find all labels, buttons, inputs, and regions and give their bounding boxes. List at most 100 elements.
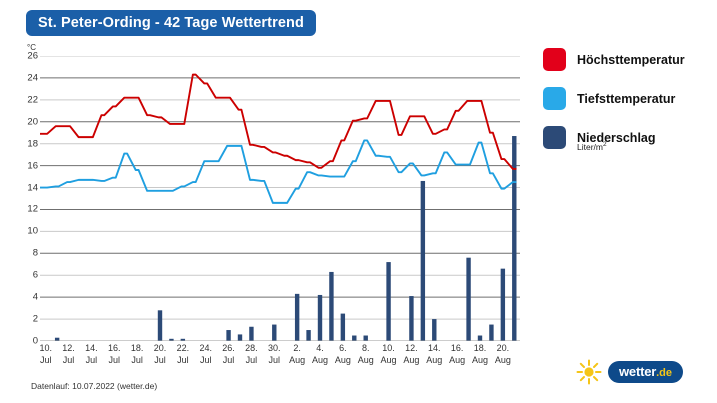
precipitation-bar — [226, 330, 231, 341]
x-tick-month: Jul — [199, 354, 212, 365]
y-axis: 0 2 4 6 8 10 12 14 16 18 20 22 24 26 — [12, 51, 38, 347]
x-axis-tick-label: 10. Aug — [372, 343, 406, 366]
legend-unit-text: Liter/m — [577, 141, 603, 152]
y-axis-tick-label: 10 — [27, 225, 38, 237]
precipitation-bar — [432, 319, 437, 341]
x-axis-tick-label: 18. Aug — [463, 343, 497, 366]
x-tick-day: 20. — [496, 343, 510, 353]
legend-item-label: Höchsttemperatur — [577, 52, 685, 67]
legend-item-label: Tiefsttemperatur — [577, 91, 676, 106]
precipitation-bar — [386, 262, 391, 341]
precipitation-bar — [54, 337, 60, 341]
x-axis-tick-label: 6. Aug — [326, 343, 360, 366]
x-tick-day: 12. — [62, 343, 75, 353]
x-axis-tick-label: 14. Jul — [74, 343, 108, 366]
x-tick-day: 26. — [222, 343, 235, 353]
temperature-line-min — [40, 139, 517, 204]
x-tick-day: 18. — [130, 343, 144, 353]
precipitation-bar — [249, 326, 254, 341]
y-axis-tick-label: 22 — [27, 94, 38, 106]
legend-item-label: Niederschlag — [577, 130, 656, 145]
x-axis-tick-label: 16. Aug — [440, 343, 474, 366]
y-axis-tick-label: 20 — [27, 116, 38, 128]
x-tick-month: Aug — [311, 354, 328, 365]
x-tick-month: Jul — [222, 354, 235, 365]
x-tick-month: Jul — [85, 354, 98, 365]
y-axis-tick-label: 6 — [32, 269, 38, 281]
plot-area — [40, 56, 520, 341]
y-axis-tick-label: 18 — [27, 138, 38, 150]
darkblue-square-swatch — [543, 126, 566, 149]
x-tick-day: 14. — [428, 343, 441, 353]
x-tick-day: 20. — [153, 343, 167, 353]
legend-unit-exponent: 2 — [602, 141, 607, 148]
x-tick-month: Jul — [108, 354, 121, 365]
y-axis-tick-label: 26 — [27, 50, 38, 62]
precipitation-bar — [340, 313, 346, 341]
x-tick-day: 10. — [382, 343, 395, 353]
y-axis-tick-label: 14 — [27, 182, 38, 194]
precipitation-bar — [294, 293, 300, 341]
red-square-swatch — [543, 48, 566, 71]
x-tick-month: Jul — [39, 354, 52, 365]
x-tick-month: Aug — [426, 354, 443, 365]
x-tick-month: Aug — [471, 354, 488, 365]
x-tick-month: Jul — [154, 354, 166, 365]
precipitation-bar — [466, 257, 471, 341]
logo-brand-name: wetter — [619, 364, 657, 379]
temperature-line-max — [40, 73, 517, 170]
precipitation-bar — [329, 271, 334, 341]
precipitation-bar — [500, 268, 506, 341]
x-tick-day: 16. — [108, 343, 121, 353]
x-axis-tick-label: 4. Aug — [303, 343, 337, 366]
precipitation-bar — [363, 335, 368, 341]
x-tick-month: Jul — [62, 354, 75, 365]
x-tick-month: Aug — [289, 354, 306, 365]
x-tick-month: Aug — [449, 354, 466, 365]
precipitation-bar — [317, 294, 323, 341]
precipitation-bar — [352, 335, 357, 341]
y-axis-tick-label: 8 — [32, 247, 38, 259]
legend-item-tiefsttemperatur: Tiefsttemperatur — [543, 87, 713, 110]
x-tick-day: 8. — [361, 343, 370, 353]
x-axis-tick-label: 22. Jul — [166, 343, 200, 366]
precipitation-bar — [180, 338, 186, 341]
precipitation-bar — [237, 334, 243, 341]
x-axis-tick-label: 8. Aug — [349, 343, 383, 366]
x-tick-month: Jul — [245, 354, 258, 365]
x-axis-tick-label: 30. Jul — [257, 343, 291, 366]
data-run-note: Datenlauf: 10.07.2022 (wetter.de) — [31, 381, 158, 391]
precipitation-bar — [489, 324, 494, 341]
precipitation-bar — [477, 335, 483, 341]
x-tick-day: 30. — [268, 343, 281, 353]
precipitation-bar — [157, 310, 163, 341]
x-tick-month: Aug — [334, 354, 351, 365]
precipitation-bar — [512, 136, 517, 341]
lightblue-square-swatch — [543, 87, 566, 110]
legend-item-niederschlag: Niederschlag — [543, 126, 713, 149]
chart-legend: Höchsttemperatur Tiefsttemperatur Nieder… — [543, 48, 713, 152]
x-tick-day: 6. — [339, 343, 347, 353]
y-axis-tick-label: 4 — [32, 291, 38, 303]
x-tick-month: Jul — [268, 354, 281, 365]
precipitation-bar — [409, 296, 414, 341]
x-axis-tick-label: 26. Jul — [212, 343, 246, 366]
x-axis-tick-label: 14. Aug — [417, 343, 451, 366]
x-axis-tick-label: 18. Jul — [120, 343, 154, 366]
x-tick-month: Aug — [494, 354, 511, 365]
x-axis-tick-label: 20. Jul — [143, 343, 177, 366]
x-axis-tick-label: 12. Jul — [52, 343, 86, 366]
x-tick-day: 28. — [245, 343, 258, 353]
precipitation-bar — [169, 338, 174, 341]
legend-item-hoechsttemperatur: Höchsttemperatur — [543, 48, 713, 71]
x-tick-day: 14. — [85, 343, 98, 353]
y-axis-tick-label: 0 — [32, 335, 38, 347]
wetter-de-logo[interactable]: wetter .de — [576, 359, 683, 385]
legend-unit-label: Liter/m2 — [577, 141, 713, 152]
x-tick-day: 24. — [199, 343, 212, 353]
chart-svg — [40, 56, 520, 341]
x-tick-day: 22. — [176, 343, 190, 353]
y-axis-tick-label: 24 — [27, 72, 38, 84]
x-axis-tick-label: 16. Jul — [97, 343, 131, 366]
